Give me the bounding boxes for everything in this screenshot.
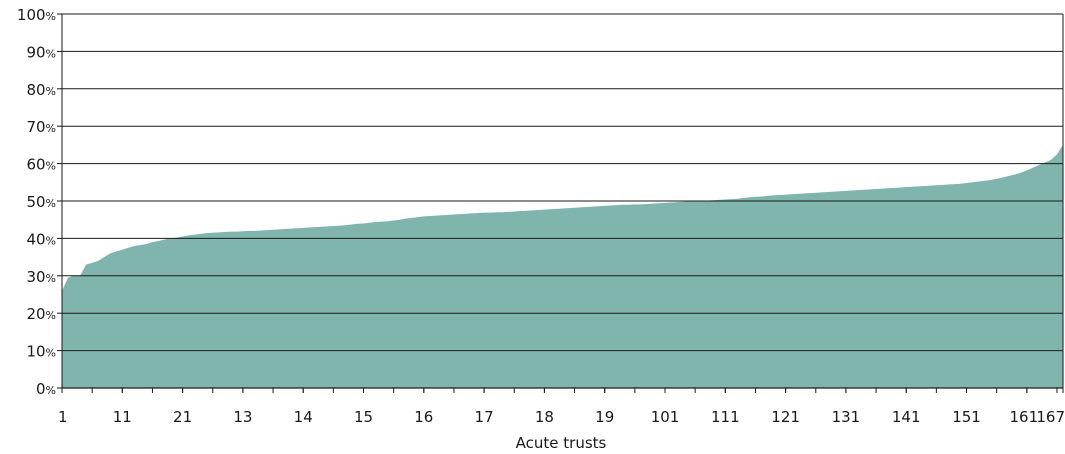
x-tick-label: 141 bbox=[892, 408, 921, 426]
gridlines bbox=[61, 13, 1064, 389]
y-tick-label: 90% bbox=[26, 43, 56, 61]
x-tick-label: 18 bbox=[535, 408, 554, 426]
x-tick-label: 111 bbox=[711, 408, 740, 426]
y-tick-label: 40% bbox=[26, 230, 56, 248]
x-tick-label: 121 bbox=[771, 408, 800, 426]
x-tick-label: 101 bbox=[651, 408, 680, 426]
y-tick-label: 20% bbox=[26, 305, 56, 323]
x-tick-label: 1 bbox=[58, 408, 68, 426]
x-tick-label: 13 bbox=[233, 408, 252, 426]
x-tick-label: 151 bbox=[952, 408, 981, 426]
x-tick-label: 17 bbox=[475, 408, 494, 426]
x-tick-label: 131 bbox=[832, 408, 861, 426]
x-tick-label: 19 bbox=[595, 408, 614, 426]
y-axis-tick-labels: 0% 10% 20% 30% 40% 50% 60% 70% 80% 90% 100% bbox=[17, 6, 62, 398]
x-tick-label: 14 bbox=[294, 408, 313, 426]
x-tick-label: 15 bbox=[354, 408, 373, 426]
y-tick-label: 0% bbox=[36, 380, 56, 398]
x-tick-label: 161 bbox=[1009, 408, 1038, 426]
x-tick-label: 167 bbox=[1036, 408, 1065, 426]
series-area bbox=[62, 144, 1063, 388]
y-tick-label: 50% bbox=[26, 193, 56, 211]
x-tick-label: 11 bbox=[113, 408, 132, 426]
x-axis-label: Acute trusts bbox=[516, 434, 607, 452]
y-tick-label: 30% bbox=[26, 268, 56, 286]
y-tick-label: 60% bbox=[26, 156, 56, 174]
y-tick-label: 10% bbox=[26, 343, 56, 361]
y-tick-label: 80% bbox=[26, 81, 56, 99]
plot-area bbox=[62, 144, 1063, 388]
y-tick-label: 70% bbox=[26, 118, 56, 136]
x-tick-label: 21 bbox=[173, 408, 192, 426]
x-tick-label: 16 bbox=[414, 408, 433, 426]
x-axis: 1 11 21 13 14 15 16 17 18 19 101 111 121 131 141 151 161… bbox=[58, 388, 1065, 426]
y-tick-label: 100% bbox=[17, 6, 56, 24]
